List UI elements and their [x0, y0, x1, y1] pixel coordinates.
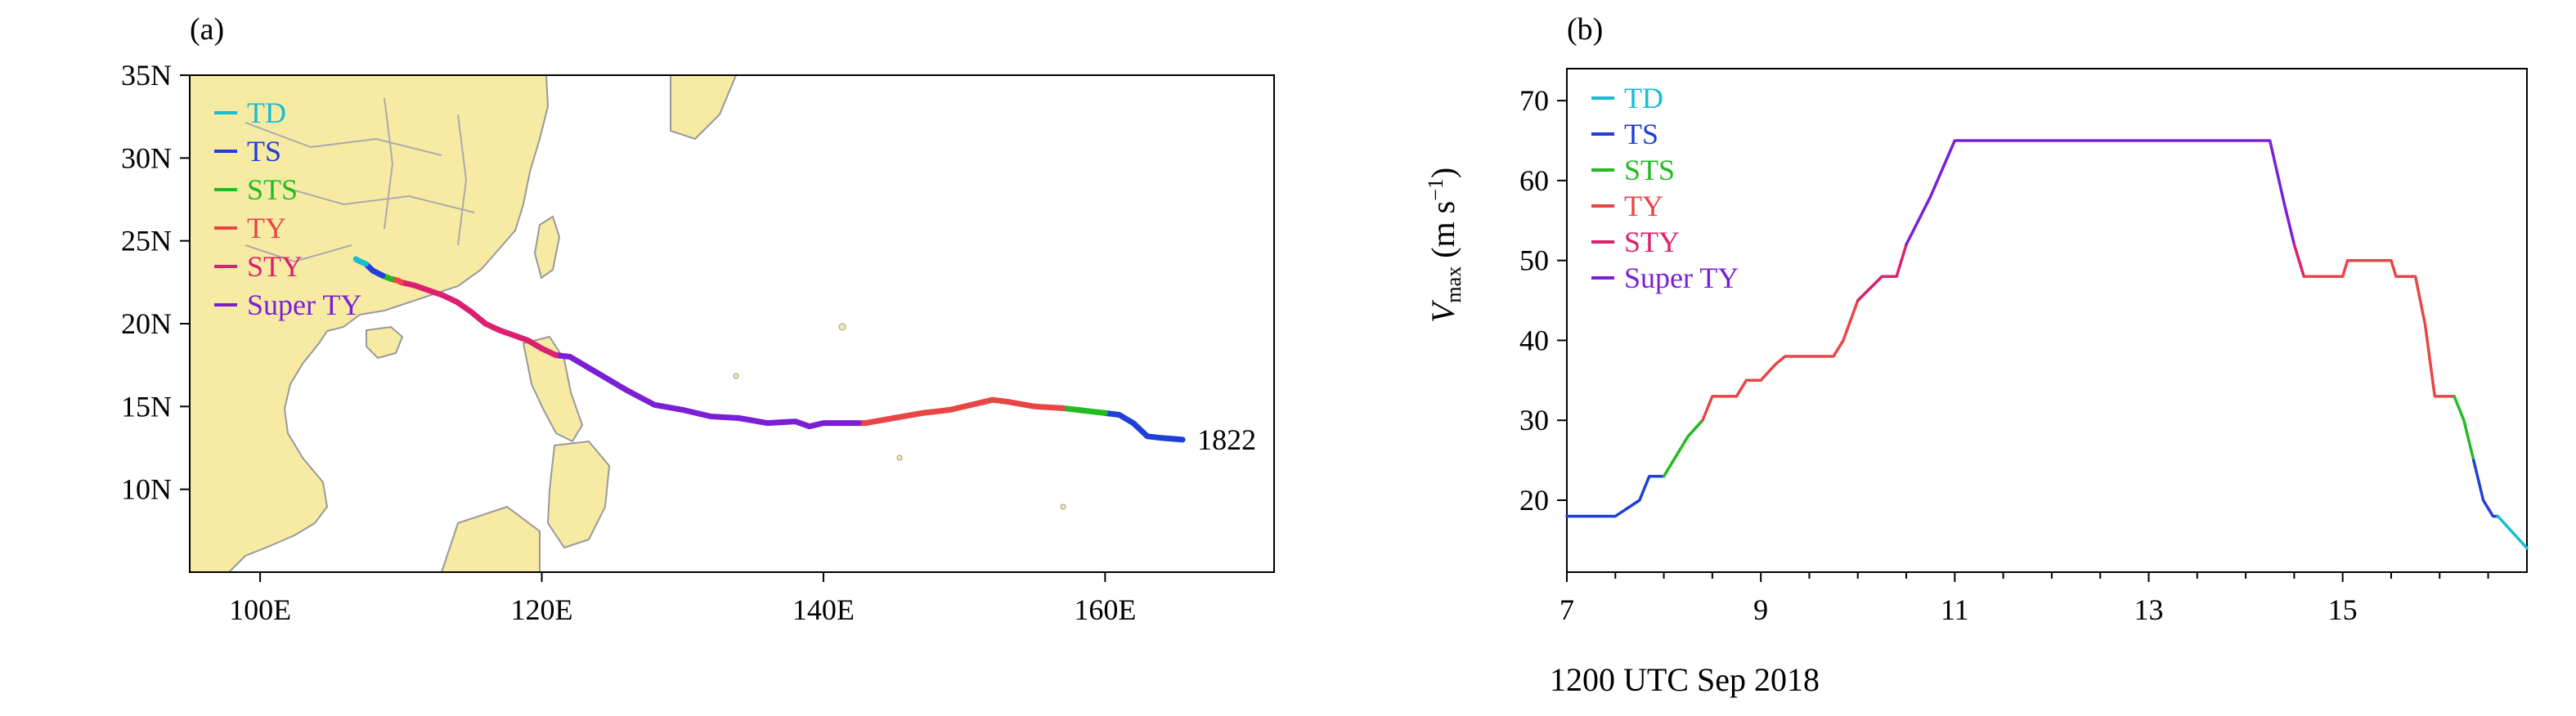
legend: TD TS STS TY STY Super TY	[214, 96, 361, 321]
legend-label-super-ty: Super TY	[1624, 262, 1739, 294]
y-tick-label: 35N	[121, 59, 172, 92]
legend-label-sty: STY	[247, 250, 303, 283]
panel-label: (b)	[1567, 12, 1603, 47]
panel-b-intensity: 7 9 11 13 15 20 30 40 50 60 70 TD TS STS TY STY Super T…	[1424, 12, 2529, 698]
storm-id-label: 1822	[1197, 423, 1256, 456]
x-tick-label: 100E	[229, 593, 291, 626]
province-borders	[245, 97, 475, 263]
land-asia-mainland	[190, 75, 550, 572]
y-tick-label: 70	[1519, 84, 1549, 117]
panel-label: (a)	[190, 12, 224, 47]
x-tick-label: 11	[1941, 593, 1969, 626]
y-tick-label: 20N	[121, 307, 172, 340]
land-borneo	[440, 505, 541, 572]
track-segment-ts	[2472, 459, 2500, 518]
track-segment-sts	[1060, 405, 1108, 416]
track-segment-ty	[855, 396, 1066, 427]
land-taiwan	[533, 215, 561, 280]
plot-frame	[1566, 68, 2528, 573]
track-segment-ty	[1701, 298, 1860, 422]
track-segment-sty	[2292, 243, 2306, 278]
track-segment-super-ty	[1905, 139, 2296, 246]
x-tick-label: 160E	[1074, 593, 1136, 626]
legend-label-super-ty: Super TY	[247, 289, 361, 321]
axes: 7 9 11 13 15 20 30 40 50 60 70	[1519, 84, 2489, 626]
x-tick-label: 13	[2134, 593, 2164, 626]
legend-label-sts: STS	[1624, 154, 1675, 186]
x-tick-label: 9	[1753, 593, 1768, 626]
x-tick-label: 7	[1560, 593, 1574, 626]
x-tick-label: 140E	[792, 593, 855, 626]
legend-label-ts: TS	[1624, 118, 1658, 150]
land-masses	[190, 75, 1066, 572]
y-tick-label: 50	[1519, 244, 1549, 277]
legend-label-ty: TY	[247, 212, 286, 244]
y-tick-label: 30	[1519, 404, 1549, 436]
legend-label-td: TD	[1624, 82, 1663, 114]
y-tick-label: 20	[1519, 484, 1549, 517]
y-tick-label: 15N	[121, 390, 172, 423]
y-axis-label: Vmax (m s−1)	[1424, 168, 1465, 323]
legend-label-td: TD	[247, 96, 286, 129]
y-tick-label: 25N	[121, 225, 172, 257]
track-segment-sty	[397, 279, 559, 358]
track-segment-ty	[2302, 258, 2456, 398]
land-luzon	[522, 335, 584, 443]
legend: TD TS STS TY STY Super TY	[1591, 82, 1739, 294]
track-segment-td	[2496, 514, 2529, 550]
legend-label-sts: STS	[247, 173, 298, 206]
typhoon-track	[352, 256, 1186, 443]
y-tick-label: 30N	[121, 141, 172, 174]
track-segment-sty	[1856, 243, 1908, 302]
legend-label-ty: TY	[1624, 190, 1663, 222]
track-segment-ts	[1565, 474, 1666, 518]
y-tick-label: 40	[1519, 324, 1549, 356]
panel-a-track-map: 100E 120E 140E 160E 10N 15N 20N 25N 30N 35N TD TS S…	[121, 12, 1275, 626]
land-hainan	[366, 325, 404, 360]
track-segment-ts	[1102, 409, 1186, 443]
axes: 100E 120E 140E 160E 10N 15N 20N 25N 30N 35N	[121, 59, 1136, 626]
x-tick-label: 120E	[511, 593, 573, 626]
land-japan	[670, 75, 738, 141]
y-tick-label: 60	[1519, 164, 1549, 197]
land-philippines-south	[546, 440, 611, 549]
intensity-line	[1565, 139, 2529, 550]
track-segment-sts	[2453, 395, 2475, 462]
track-segment-sts	[1662, 418, 1704, 478]
legend-label-sty: STY	[1624, 226, 1680, 258]
x-tick-label: 15	[2328, 593, 2358, 626]
legend-label-ts: TS	[247, 135, 281, 168]
track-segment-ts	[362, 261, 386, 279]
track-segment-super-ty	[553, 352, 862, 430]
x-axis-label: 1200 UTC Sep 2018	[1550, 661, 1820, 698]
track-segment-td	[352, 256, 369, 267]
y-tick-label: 10N	[121, 473, 172, 506]
